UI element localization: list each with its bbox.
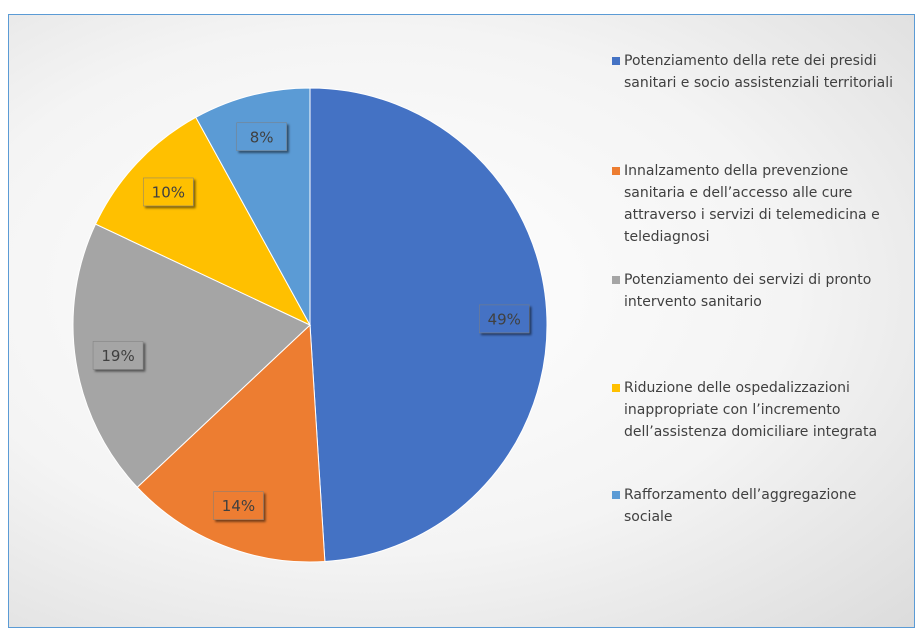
legend-swatch: [612, 167, 620, 175]
legend-item: Innalzamento della prevenzione sanitaria…: [612, 160, 902, 248]
data-label-text: 14%: [222, 497, 255, 515]
legend-swatch: [612, 491, 620, 499]
legend-text: Innalzamento della prevenzione sanitaria…: [624, 163, 880, 245]
legend-item: Potenziamento dei servizi di pronto inte…: [612, 269, 902, 313]
legend-text: Potenziamento dei servizi di pronto inte…: [624, 272, 872, 310]
data-label: 14%: [213, 491, 264, 520]
data-label-box: [143, 177, 194, 207]
pie-slice: [136, 323, 326, 563]
data-label-text: 8%: [250, 128, 274, 146]
legend-text: Potenziamento della rete dei presidi san…: [624, 53, 894, 91]
legend-item: Rafforzamento dell’aggregazione sociale: [612, 484, 902, 528]
data-label-box: [236, 122, 287, 152]
data-label-box: [92, 341, 144, 370]
legend-item: Potenziamento della rete dei presidi san…: [612, 50, 902, 94]
data-label: 10%: [143, 177, 194, 207]
data-label-text: 19%: [101, 347, 134, 365]
legend-item: Riduzione delle ospedalizzazioni inappro…: [612, 377, 902, 443]
pie-slice: [309, 87, 548, 563]
data-label-text: 10%: [152, 183, 185, 201]
legend-text: Riduzione delle ospedalizzazioni inappro…: [624, 380, 878, 440]
data-label-box: [213, 491, 264, 520]
data-label: 49%: [478, 304, 530, 334]
data-label-text: 49%: [488, 310, 521, 328]
legend-text: Rafforzamento dell’aggregazione sociale: [624, 487, 857, 525]
data-label-box: [478, 304, 530, 334]
data-label: 8%: [236, 122, 287, 152]
legend-swatch: [612, 276, 620, 284]
legend-swatch: [612, 57, 620, 65]
pie-slice: [72, 223, 311, 488]
legend-swatch: [612, 384, 620, 392]
pie-slice: [94, 116, 312, 327]
data-label: 19%: [92, 341, 144, 370]
